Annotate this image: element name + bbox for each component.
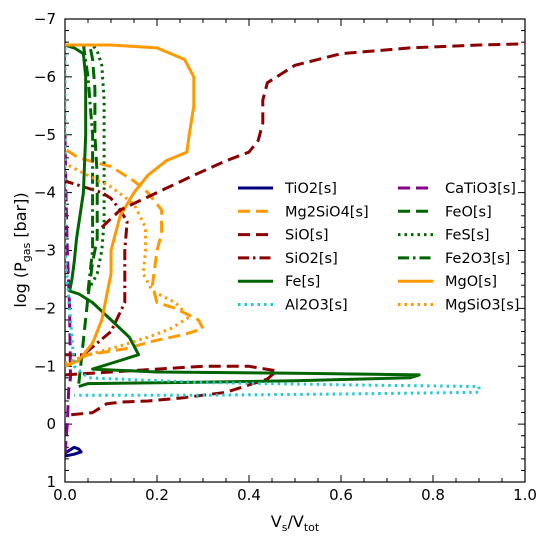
- y-tick-label: −4: [34, 184, 56, 202]
- series-line-extra-12: [100, 42, 525, 229]
- legend-label: Al2O3[s]: [285, 298, 348, 314]
- y-tick-label: −5: [34, 126, 56, 144]
- x-axis-label: Vs/Vtot: [271, 512, 320, 534]
- series-line-fe2o3s: [81, 44, 95, 292]
- x-tick-label: 0.0: [53, 486, 77, 504]
- legend-label: MgSiO3[s]: [445, 298, 519, 314]
- series-line-mg2sio4s: [65, 147, 205, 368]
- legend-label: FeO[s]: [445, 204, 492, 220]
- x-tick-label: 0.8: [421, 486, 445, 504]
- y-tick-label: 1: [46, 473, 56, 491]
- series-line-sio2s: [65, 179, 129, 357]
- series-line-mgos: [65, 43, 196, 368]
- y-tick-label: −2: [34, 299, 56, 317]
- legend-label: CaTiO3[s]: [445, 181, 516, 197]
- y-tick-label: −7: [34, 10, 56, 28]
- series-line-fess: [86, 44, 106, 292]
- y-tick-label: −1: [34, 357, 56, 375]
- plot-frame: [64, 18, 526, 483]
- x-tick-label: 0.2: [145, 486, 169, 504]
- legend: TiO2[s] CaTiO3[s] Mg2SiO4[s] FeO[s] SiO[s] Fe…: [238, 181, 519, 314]
- legend-label: Fe[s]: [285, 274, 320, 290]
- x-tick-label: 1.0: [513, 486, 537, 504]
- legend-label: TiO2[s]: [284, 181, 337, 197]
- x-tick-labels: 0.0 0.2 0.4 0.6 0.8 1.0: [53, 486, 537, 504]
- legend-label: SiO[s]: [285, 228, 329, 244]
- series-line-sios: [65, 364, 279, 417]
- x-tick-label: 0.6: [329, 486, 353, 504]
- series-line-feos: [77, 43, 99, 384]
- y-tick-label: 0: [46, 415, 56, 433]
- legend-label: Mg2SiO4[s]: [285, 204, 369, 220]
- y-tick-labels: 1 0 −1 −2 −3 −4 −5 −6 −7: [34, 10, 56, 491]
- legend-label: SiO2[s]: [285, 251, 338, 267]
- legend-label: FeS[s]: [445, 228, 490, 244]
- series-line-catio3s: [65, 134, 72, 454]
- series-line-tio2s: [65, 445, 83, 458]
- legend-label: Fe2O3[s]: [445, 251, 510, 267]
- y-tick-label: −6: [34, 68, 56, 86]
- series-line-al2o3s: [65, 47, 481, 397]
- x-tick-label: 0.4: [237, 486, 261, 504]
- y-axis-label: log (Pgas [bar]): [11, 192, 33, 307]
- y-tick-label: −3: [34, 242, 56, 260]
- legend-label: MgO[s]: [445, 274, 497, 290]
- series-lines: [65, 42, 525, 458]
- series-line-fes: [65, 43, 421, 388]
